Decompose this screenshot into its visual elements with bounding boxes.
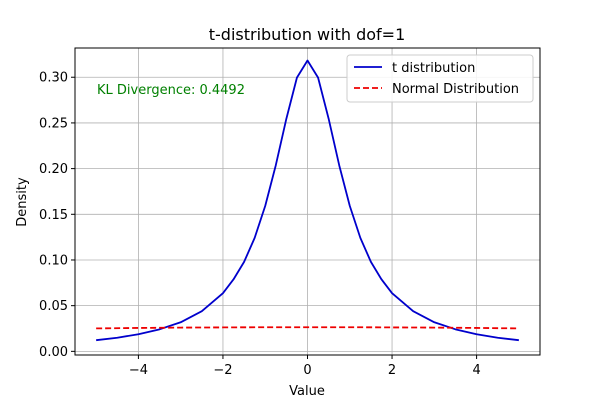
y-tick-label: 0.10 [39,253,68,268]
legend: t distribution Normal Distribution [346,54,534,103]
series-line-t-distribution [96,59,519,342]
x-axis-label: Value [289,384,325,399]
series-line-normal-distribution [96,326,519,330]
y-axis-ticks: 0.00 0.05 0.10 0.15 0.20 0.25 0.30 [39,71,75,360]
plot-series [96,59,519,342]
y-tick-label: 0.05 [39,299,68,314]
x-axis-ticks: −4 −2 0 2 4 [129,355,481,378]
y-tick-label: 0.15 [39,208,68,223]
x-tick-label: −4 [129,363,148,378]
x-tick-label: −2 [213,363,232,378]
legend-label-t-distribution: t distribution [392,61,475,76]
legend-box [346,54,534,103]
x-tick-label: 0 [303,363,311,378]
y-tick-label: 0.25 [39,116,68,131]
grid [75,48,540,355]
y-tick-label: 0.30 [39,71,68,86]
chart-title: t-distribution with dof=1 [209,25,406,44]
y-tick-label: 0.00 [39,345,68,360]
kl-divergence-annotation: KL Divergence: 0.4492 [97,83,245,98]
x-tick-label: 4 [472,363,480,378]
legend-label-normal-distribution: Normal Distribution [392,82,519,97]
y-tick-label: 0.20 [39,162,68,177]
y-axis-label: Density [15,177,30,227]
x-tick-label: 2 [388,363,396,378]
